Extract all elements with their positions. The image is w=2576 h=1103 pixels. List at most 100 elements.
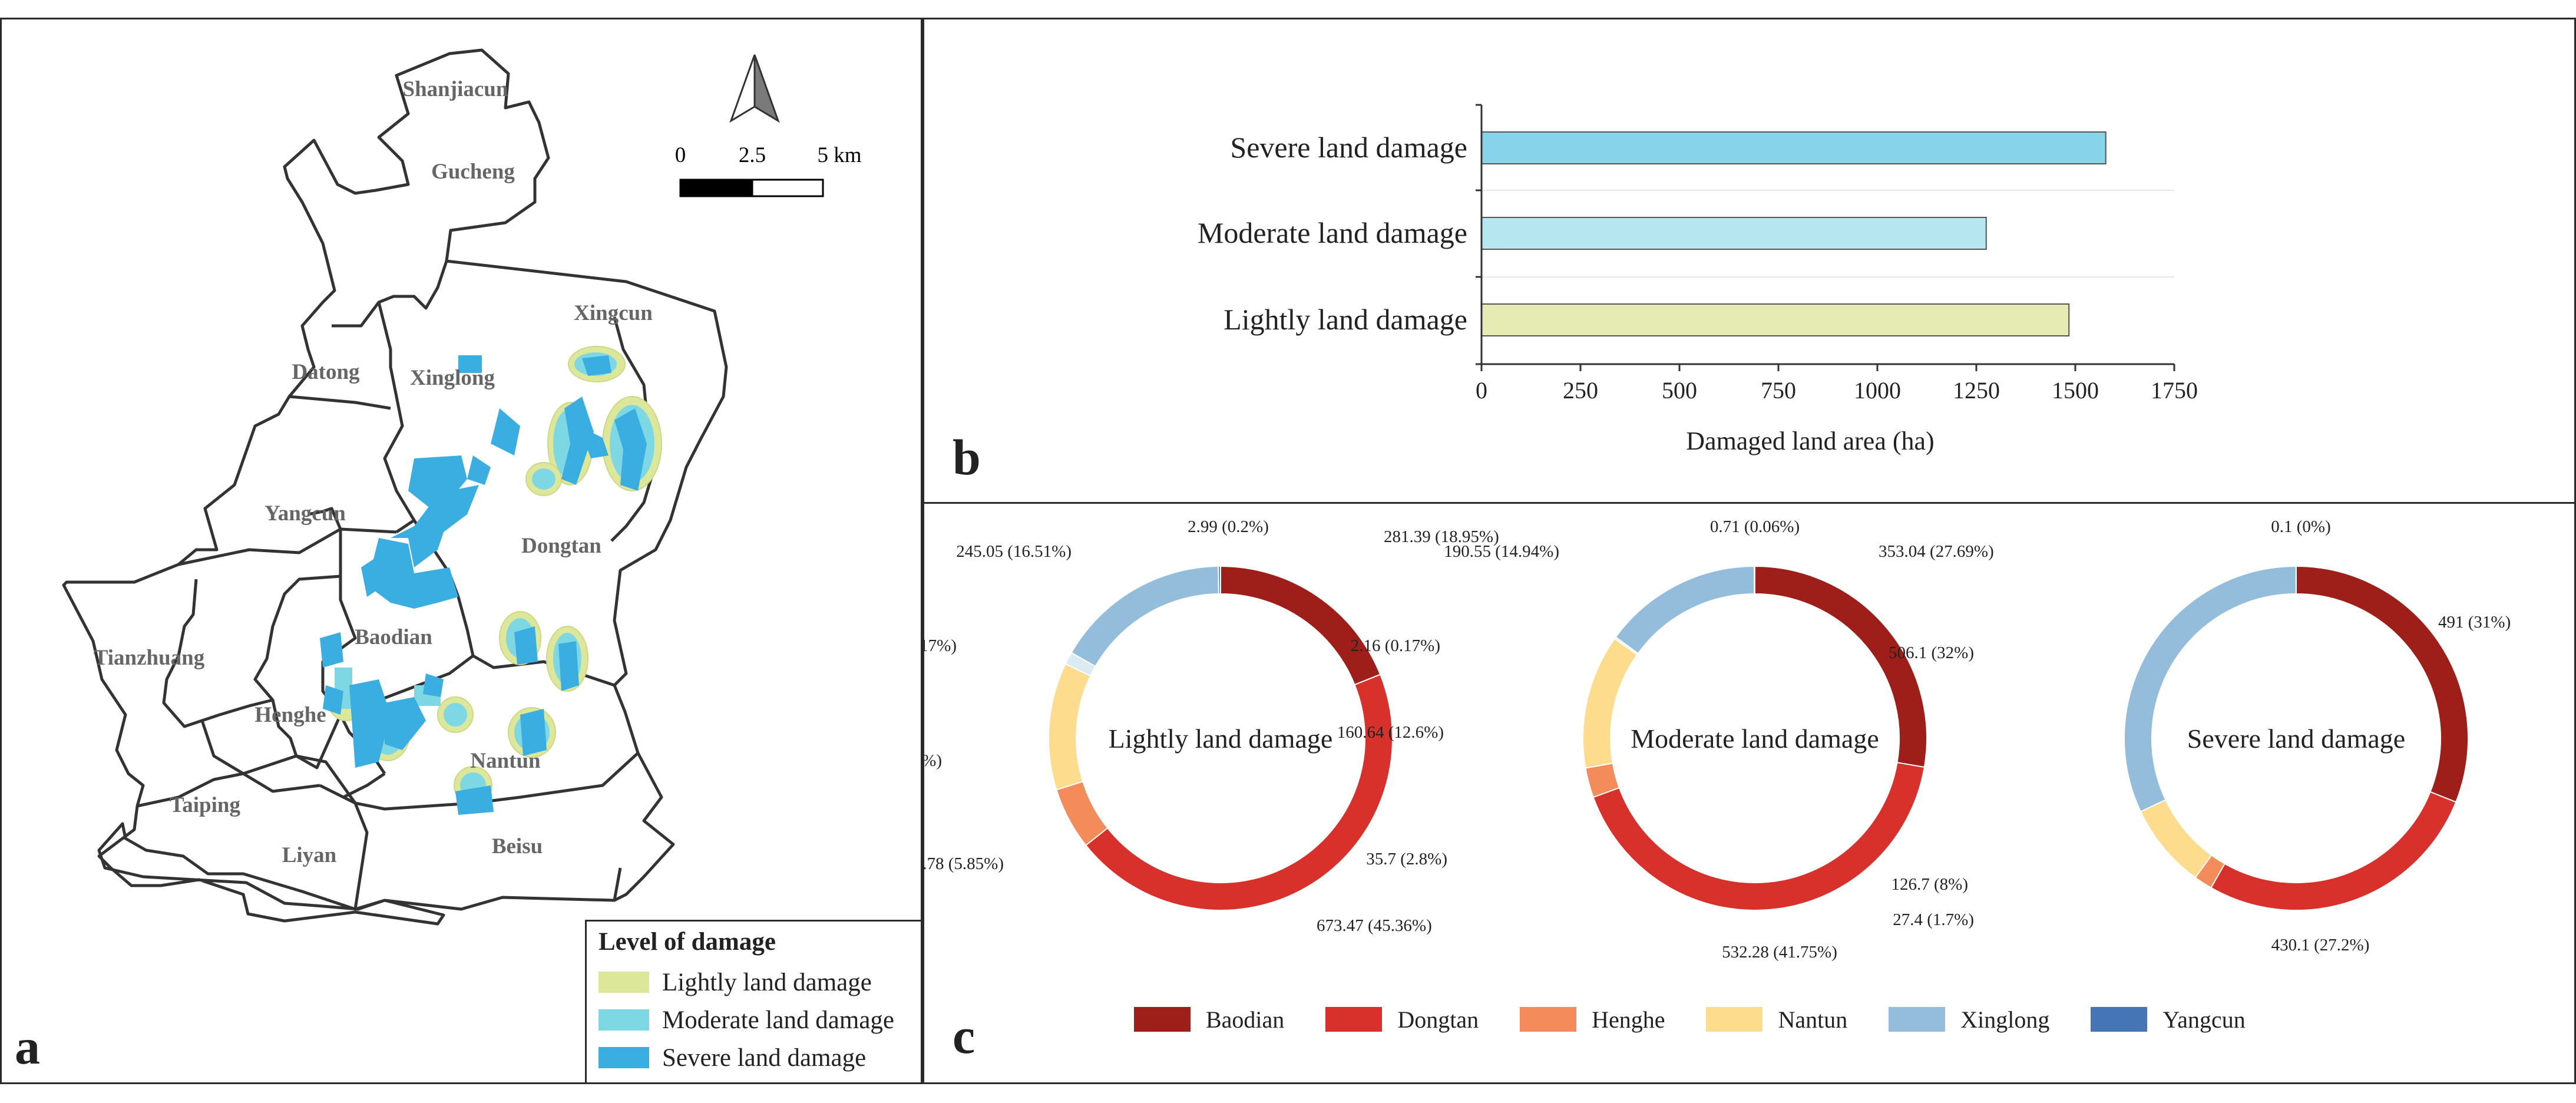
place-label-tianzhuang: Tianzhuang: [94, 646, 205, 670]
bar-category-label: Severe land damage: [1230, 131, 1467, 164]
donut-data-label: 2.16 (0.17%): [1351, 636, 1440, 655]
legend-row-moderate: Moderate land damage: [598, 1005, 894, 1035]
panel-b-bar-chart: Severe land damage Moderate land damage Li…: [922, 18, 2576, 504]
place-label-xinglong: Xinglong: [410, 366, 495, 390]
bar-category-label: Lightly land damage: [1223, 303, 1467, 336]
donut-data-label: 27.4 (1.7%): [1893, 910, 1974, 929]
donut-slice: [1753, 565, 1755, 595]
donut-data-label: 190.55 (14.94%): [1444, 542, 1559, 561]
place-label-baodian: Baodian: [355, 625, 432, 649]
donut-legend-swatch: [1134, 1007, 1191, 1032]
donut-legend-baodian: Baodian: [1134, 1002, 1284, 1037]
scale-tick-5km: 5 km: [817, 143, 861, 167]
bar-x-tick-label: 1250: [1953, 377, 2000, 404]
place-label-datong: Datong: [292, 360, 360, 384]
legend-label-lightly: Lightly land damage: [662, 968, 872, 996]
donut-slice: [2139, 799, 2213, 879]
donut-legend-yangcun: Yangcun: [2091, 1002, 2246, 1037]
legend-label-severe: Severe land damage: [662, 1043, 867, 1072]
donut-data-label: 281.39 (18.95%): [1384, 527, 1499, 546]
bar-x-tick-label: 1750: [2151, 377, 2198, 404]
donut-data-label: 35.7 (2.8%): [1366, 850, 1447, 868]
scale-tick-2.5: 2.5: [739, 143, 766, 167]
donut-legend-swatch: [1706, 1007, 1763, 1032]
bar-category-label: Moderate land damage: [1198, 216, 1467, 249]
donut-data-label: 0.1 (0%): [2271, 517, 2330, 536]
donut-data-label: 160.64 (12.6%): [1337, 723, 1444, 742]
donut-legend-label: Henghe: [1592, 1006, 1665, 1033]
donut-legend-nantun: Nantun: [1706, 1002, 1847, 1037]
scale-tick-0: 0: [675, 143, 686, 167]
bar-lightly-land-damage: [1481, 303, 2070, 336]
place-label-yangcun: Yangcun: [264, 501, 346, 526]
donut-data-label: 0.71 (0.06%): [1710, 517, 1800, 536]
donut-data-label: 353.04 (27.69%): [1879, 542, 1994, 561]
donut-legend-swatch: [2091, 1007, 2148, 1032]
donut-data-label: 86.78 (5.85%): [924, 854, 1004, 873]
legend-row-lightly: Lightly land damage: [598, 967, 872, 997]
donut-data-label: 506.1 (32%): [1889, 643, 1974, 662]
panel-letter-a: a: [15, 1018, 40, 1075]
donut-center-label: Severe land damage: [2187, 724, 2405, 754]
panel-c-donut-charts: Lightly land damage 281.39 (18.95%) 673.47…: [922, 502, 2576, 1084]
panel-letter-c: c: [953, 1008, 975, 1064]
donut-data-label: 177.54 (11.96%): [924, 751, 942, 770]
donut-slice: [1592, 762, 1926, 912]
donut-legend-label: Nantun: [1778, 1006, 1848, 1033]
donut-data-label: 245.05 (16.51%): [956, 542, 1072, 561]
donut-slice: [1615, 565, 1755, 655]
bar-x-tick-label: 0: [1476, 377, 1487, 404]
place-label-liyan: Liyan: [282, 843, 337, 867]
place-label-henghe: Henghe: [254, 703, 326, 727]
north-arrow-icon: [729, 54, 780, 123]
donut-center-label: Moderate land damage: [1631, 724, 1879, 754]
donut-slice: [1220, 565, 1381, 686]
place-label-gucheng: Gucheng: [431, 160, 515, 184]
map-legend-title: Level of damage: [598, 928, 776, 956]
donut-slice: [1582, 638, 1638, 769]
map-canvas: 0 2.5 5 km Shanjiacun Gucheng Xingcun Da…: [62, 48, 862, 926]
bar-x-tick-label: 250: [1563, 377, 1598, 404]
donut-legend-dongtan: Dongtan: [1325, 1002, 1479, 1037]
donut-slice: [1084, 673, 1393, 911]
donut-slice: [1048, 663, 1092, 791]
legend-swatch-moderate: [598, 1009, 649, 1031]
donut-data-label: 491 (31%): [2438, 613, 2511, 632]
donut-slice: [2296, 565, 2469, 803]
donut-slice: [1070, 566, 1219, 668]
bar-chart: Severe land damage Moderate land damage Li…: [1198, 104, 2198, 455]
place-label-taiping: Taiping: [170, 793, 240, 817]
donut-legend-swatch: [1889, 1007, 1946, 1032]
donut-data-label: 532.28 (41.75%): [1722, 943, 1837, 962]
legend-row-severe: Severe land damage: [598, 1043, 866, 1072]
donut-legend-xinglong: Xinglong: [1889, 1002, 2049, 1037]
donut-legend-label: Xinglong: [1960, 1006, 2050, 1033]
donut-legend-henghe: Henghe: [1520, 1002, 1665, 1037]
donut-charts: Lightly land damage 281.39 (18.95%) 673.47…: [924, 517, 2511, 962]
donut-data-label: 673.47 (45.36%): [1317, 916, 1432, 935]
donut-legend-label: Baodian: [1206, 1006, 1285, 1033]
donut-data-label: 2.99 (0.2%): [1188, 517, 1269, 536]
bar-x-axis-title: Damaged land area (ha): [1686, 427, 1934, 455]
severe-damage-zones: [320, 355, 647, 815]
place-label-nantun: Nantun: [470, 749, 541, 773]
panel-letter-b: b: [953, 429, 981, 486]
donut-center-label: Lightly land damage: [1109, 724, 1333, 754]
panel-a-map: 0 2.5 5 km Shanjiacun Gucheng Xingcun Da…: [0, 18, 922, 1084]
legend-swatch-lightly: [598, 972, 649, 993]
donut-data-label: 126.7 (8%): [1892, 875, 1968, 894]
bar-x-tick-label: 1000: [1854, 377, 1901, 404]
donut-slice: [1218, 565, 1221, 595]
bar-moderate-land-damage: [1481, 217, 1987, 250]
donut-legend-swatch: [1520, 1007, 1577, 1032]
donut-data-label: 430.1 (27.2%): [2271, 936, 2370, 955]
donut-legend-label: Dongtan: [1397, 1006, 1479, 1033]
bar-severe-land-damage: [1481, 131, 2107, 164]
place-label-beisu: Beisu: [492, 834, 543, 858]
bar-x-tick-label: 500: [1662, 377, 1697, 404]
place-label-shanjiacun: Shanjiacun: [403, 77, 508, 101]
donut-legend-swatch: [1325, 1007, 1383, 1032]
legend-swatch-severe: [598, 1047, 649, 1068]
bar-x-tick-label: 1500: [2052, 377, 2099, 404]
donut-data-label: 17.43 (1.17%): [924, 636, 957, 655]
